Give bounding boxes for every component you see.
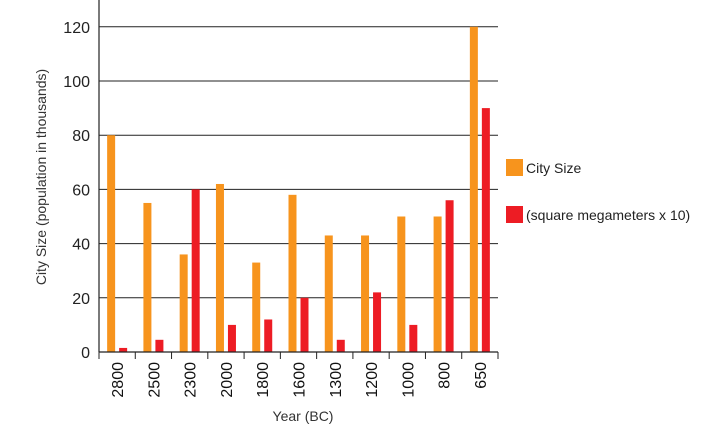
- bar-city-size-1800: [252, 262, 261, 352]
- x-tick-label-1600: 1600: [292, 362, 309, 398]
- y-tick-label-120: 120: [63, 20, 90, 37]
- axes: [98, 0, 499, 359]
- bar-area-1300: [336, 339, 345, 352]
- bar-city-size-800: [433, 216, 442, 352]
- bar-area-800: [445, 200, 454, 352]
- bar-area-1000: [409, 324, 418, 352]
- x-tick-label-1000: 1000: [400, 362, 417, 398]
- x-tick-label-1200: 1200: [364, 362, 381, 398]
- x-axis-title: Year (BC): [273, 408, 334, 424]
- bar-city-size-2300: [179, 254, 188, 352]
- bar-area-650: [481, 108, 490, 352]
- legend-swatch-city-size: [506, 159, 523, 176]
- legend: City Size (square megameters x 10): [506, 159, 690, 223]
- x-tick-label-2300: 2300: [183, 362, 200, 398]
- x-tick-label-1800: 1800: [255, 362, 272, 398]
- y-axis-title: City Size (population in thousands): [33, 69, 49, 285]
- x-tick-label-650: 650: [473, 362, 490, 389]
- y-tick-label-40: 40: [72, 237, 90, 254]
- legend-label-square-megameters: (square megameters x 10): [526, 207, 690, 223]
- legend-label-city-size: City Size: [526, 160, 581, 176]
- y-tick-label-0: 0: [81, 345, 90, 362]
- bar-city-size-2800: [107, 135, 116, 352]
- bar-area-2000: [227, 324, 236, 352]
- gridlines: [99, 26, 498, 299]
- bar-city-size-650: [469, 26, 478, 353]
- x-tick-label-2000: 2000: [219, 362, 236, 398]
- bar-area-2300: [191, 189, 200, 352]
- bar-city-size-1200: [361, 235, 370, 352]
- x-tick-label-2800: 2800: [110, 362, 127, 398]
- legend-swatch-square-megameters: [506, 206, 523, 223]
- x-tick-label-2500: 2500: [146, 362, 163, 398]
- x-tick-label-800: 800: [437, 362, 454, 389]
- bar-city-size-1000: [397, 216, 406, 352]
- bar-city-size-1300: [324, 235, 333, 352]
- y-tick-label-20: 20: [72, 291, 90, 308]
- y-tick-labels: 0 20 40 60 80 100 120: [63, 20, 90, 362]
- bar-area-2800: [119, 347, 128, 352]
- y-tick-label-80: 80: [72, 128, 90, 145]
- y-tick-label-60: 60: [72, 182, 90, 199]
- bars: [107, 26, 490, 353]
- y-tick-label-100: 100: [63, 74, 90, 91]
- bar-city-size-2500: [143, 202, 152, 352]
- x-tick-label-1300: 1300: [328, 362, 345, 398]
- x-tick-labels: 2800 2500 2300 2000 1800 1600 1300 1200 1000 800 6…: [110, 362, 490, 398]
- bar-city-size-1600: [288, 194, 297, 352]
- bar-area-1600: [300, 297, 309, 352]
- bar-area-1200: [373, 292, 382, 352]
- bar-area-2500: [155, 339, 164, 352]
- bar-area-1800: [264, 319, 273, 352]
- bar-city-size-2000: [215, 183, 224, 352]
